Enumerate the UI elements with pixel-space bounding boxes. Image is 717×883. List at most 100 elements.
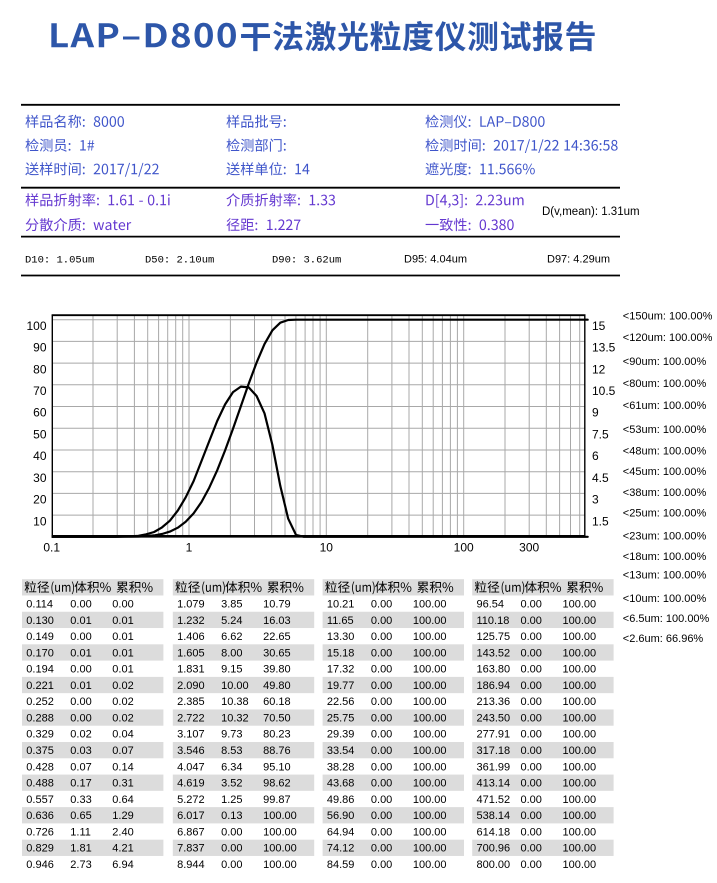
svg-text:1: 1 <box>186 541 193 555</box>
svg-text:100.00: 100.00 <box>563 647 597 659</box>
svg-text:0.03: 0.03 <box>70 745 91 757</box>
svg-text:0.00: 0.00 <box>221 843 242 855</box>
svg-text:15: 15 <box>592 319 606 333</box>
svg-text:10.5: 10.5 <box>592 384 616 398</box>
svg-text:100.00: 100.00 <box>263 843 297 855</box>
svg-text:163.80: 163.80 <box>477 664 511 676</box>
svg-text:1.079: 1.079 <box>177 598 205 610</box>
svg-text:2.40: 2.40 <box>112 826 133 838</box>
svg-text:0.00: 0.00 <box>371 647 392 659</box>
svg-text:1.605: 1.605 <box>177 647 205 659</box>
svg-text:1.5: 1.5 <box>592 514 609 528</box>
svg-text:100.00: 100.00 <box>413 826 447 838</box>
svg-text:0.636: 0.636 <box>26 810 54 822</box>
svg-text:0.00: 0.00 <box>371 729 392 741</box>
svg-text:<25um: 100.00%: <25um: 100.00% <box>623 508 707 520</box>
svg-text:<13um: 100.00%: <13um: 100.00% <box>623 569 707 581</box>
svg-text:84.59: 84.59 <box>327 859 355 871</box>
svg-text:8.53: 8.53 <box>221 745 242 757</box>
svg-text:100.00: 100.00 <box>413 712 447 724</box>
svg-text:D(v,mean): 1.31um: D(v,mean): 1.31um <box>542 206 640 218</box>
svg-text:4.21: 4.21 <box>112 843 133 855</box>
svg-text:0.00: 0.00 <box>371 761 392 773</box>
svg-text:0.31: 0.31 <box>112 778 133 790</box>
svg-text:<23um: 100.00%: <23um: 100.00% <box>623 531 707 543</box>
svg-text:50: 50 <box>33 427 47 441</box>
svg-text:100.00: 100.00 <box>413 745 447 757</box>
svg-text:8.944: 8.944 <box>177 859 205 871</box>
svg-text:1.232: 1.232 <box>177 615 205 627</box>
svg-text:D10: 1.05um: D10: 1.05um <box>25 254 94 266</box>
svg-text:7.837: 7.837 <box>177 843 205 855</box>
svg-text:0.00: 0.00 <box>371 664 392 676</box>
svg-text:6.62: 6.62 <box>221 631 242 643</box>
svg-text:<48um: 100.00%: <48um: 100.00% <box>623 445 707 457</box>
svg-text:0.00: 0.00 <box>371 615 392 627</box>
svg-text:0.00: 0.00 <box>70 696 91 708</box>
svg-text:100.00: 100.00 <box>263 810 297 822</box>
svg-text:0.00: 0.00 <box>371 680 392 692</box>
svg-text:2.722: 2.722 <box>177 712 205 724</box>
svg-text:0.02: 0.02 <box>112 680 133 692</box>
svg-text:0.00: 0.00 <box>521 680 542 692</box>
svg-text:74.12: 74.12 <box>327 843 355 855</box>
svg-text:<61um: 100.00%: <61um: 100.00% <box>623 400 707 412</box>
svg-text:0.00: 0.00 <box>70 598 91 610</box>
svg-text:1.29: 1.29 <box>112 810 133 822</box>
svg-text:0.02: 0.02 <box>112 696 133 708</box>
svg-text:0.00: 0.00 <box>521 598 542 610</box>
svg-text:10.38: 10.38 <box>221 696 249 708</box>
svg-text:0.01: 0.01 <box>112 615 133 627</box>
svg-text:<150um: 100.00%: <150um: 100.00% <box>623 311 713 323</box>
svg-text:0.04: 0.04 <box>112 729 133 741</box>
svg-text:10: 10 <box>33 514 47 528</box>
svg-text:80.23: 80.23 <box>263 729 291 741</box>
svg-text:0.00: 0.00 <box>371 631 392 643</box>
svg-text:10.32: 10.32 <box>221 712 249 724</box>
svg-text:38.28: 38.28 <box>327 761 355 773</box>
svg-text:4.5: 4.5 <box>592 471 609 485</box>
svg-text:<2.6um: 66.96%: <2.6um: 66.96% <box>623 633 704 645</box>
svg-text:15.18: 15.18 <box>327 647 355 659</box>
svg-text:361.99: 361.99 <box>477 761 511 773</box>
svg-text:100.00: 100.00 <box>563 843 597 855</box>
svg-text:0.00: 0.00 <box>371 810 392 822</box>
svg-text:0.00: 0.00 <box>521 745 542 757</box>
svg-text:100.00: 100.00 <box>563 680 597 692</box>
svg-text:1.406: 1.406 <box>177 631 205 643</box>
svg-text:0.00: 0.00 <box>221 859 242 871</box>
svg-text:1.11: 1.11 <box>70 826 91 838</box>
svg-text:0.00: 0.00 <box>521 696 542 708</box>
svg-text:100.00: 100.00 <box>413 794 447 806</box>
svg-text:6.017: 6.017 <box>177 810 205 822</box>
svg-text:0.01: 0.01 <box>70 615 91 627</box>
svg-text:0.149: 0.149 <box>26 631 54 643</box>
svg-text:100.00: 100.00 <box>413 843 447 855</box>
svg-text:0.170: 0.170 <box>26 647 54 659</box>
svg-text:39.80: 39.80 <box>263 664 291 676</box>
svg-text:0.01: 0.01 <box>70 647 91 659</box>
svg-text:10.00: 10.00 <box>221 680 249 692</box>
svg-text:0.00: 0.00 <box>521 826 542 838</box>
svg-text:10: 10 <box>320 541 334 555</box>
svg-text:614.18: 614.18 <box>477 826 511 838</box>
svg-text:49.86: 49.86 <box>327 794 355 806</box>
svg-text:100.00: 100.00 <box>563 859 597 871</box>
svg-text:100: 100 <box>454 541 474 555</box>
svg-text:<80um: 100.00%: <80um: 100.00% <box>623 378 707 390</box>
svg-text:0.65: 0.65 <box>70 810 91 822</box>
svg-text:29.39: 29.39 <box>327 729 355 741</box>
svg-text:8.00: 8.00 <box>221 647 242 659</box>
svg-text:300: 300 <box>519 541 539 555</box>
svg-text:0.07: 0.07 <box>70 761 91 773</box>
svg-text:0.00: 0.00 <box>521 859 542 871</box>
svg-text:6.867: 6.867 <box>177 826 205 838</box>
svg-text:3.52: 3.52 <box>221 778 242 790</box>
svg-text:3.85: 3.85 <box>221 598 242 610</box>
svg-text:0.00: 0.00 <box>70 631 91 643</box>
svg-text:9.15: 9.15 <box>221 664 242 676</box>
svg-text:6.94: 6.94 <box>112 859 133 871</box>
svg-text:70: 70 <box>33 384 47 398</box>
svg-text:0.252: 0.252 <box>26 696 54 708</box>
svg-text:0.114: 0.114 <box>26 598 53 610</box>
